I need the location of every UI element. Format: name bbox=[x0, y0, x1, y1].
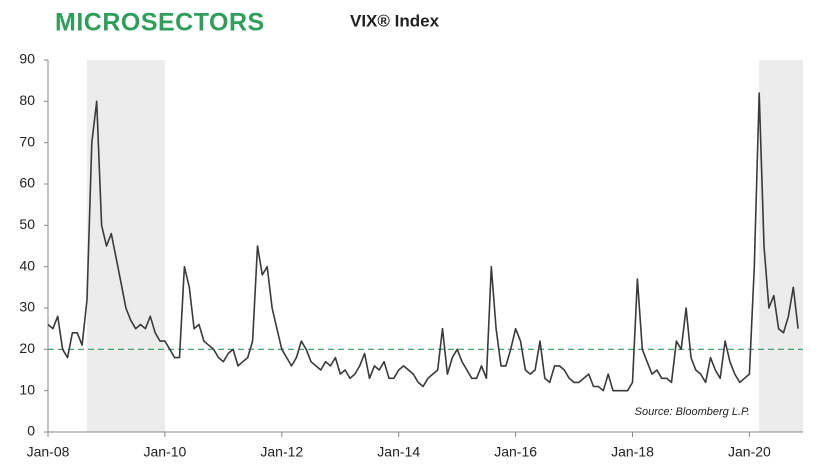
x-tick-label: Jan-12 bbox=[260, 444, 303, 460]
x-tick-label: Jan-10 bbox=[143, 444, 186, 460]
chart-title: VIX® Index bbox=[350, 11, 440, 30]
x-tick-label: Jan-08 bbox=[27, 444, 70, 460]
y-tick-label: 30 bbox=[19, 299, 35, 315]
shaded-period bbox=[86, 60, 165, 432]
y-tick-label: 50 bbox=[19, 216, 35, 232]
y-tick-label: 20 bbox=[19, 340, 35, 356]
y-tick-label: 70 bbox=[19, 133, 35, 149]
y-tick-label: 90 bbox=[19, 51, 35, 67]
x-tick-label: Jan-18 bbox=[611, 444, 654, 460]
x-tick-label: Jan-16 bbox=[494, 444, 537, 460]
y-tick-label: 80 bbox=[19, 92, 35, 108]
x-tick-label: Jan-20 bbox=[728, 444, 771, 460]
y-tick-label: 10 bbox=[19, 381, 35, 397]
y-tick-label: 0 bbox=[27, 423, 35, 439]
y-tick-label: 40 bbox=[19, 257, 35, 273]
x-tick-label: Jan-14 bbox=[377, 444, 420, 460]
y-tick-label: 60 bbox=[19, 175, 35, 191]
shaded-period bbox=[759, 60, 803, 432]
vix-line bbox=[47, 92, 799, 392]
brand-logo: MICROSECTORS bbox=[55, 9, 265, 37]
source-note: Source: Bloomberg L.P. bbox=[635, 406, 750, 418]
